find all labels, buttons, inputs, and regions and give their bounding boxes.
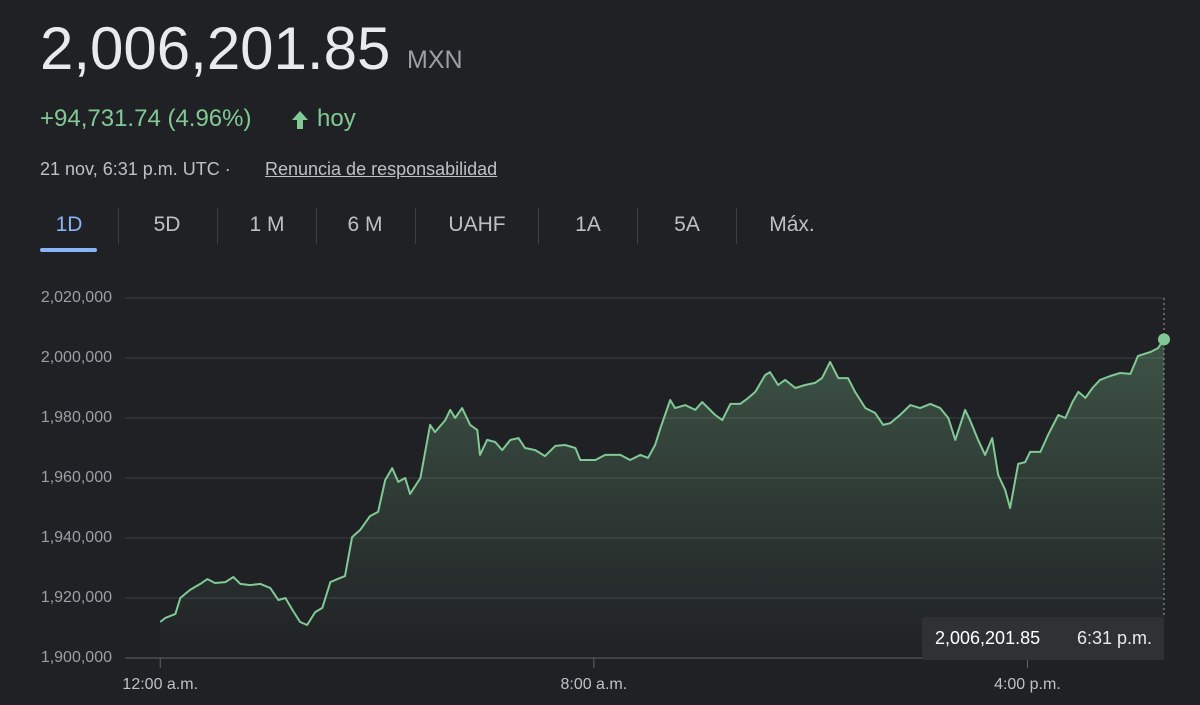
currency: MXN	[407, 46, 463, 74]
tab-separator	[415, 208, 416, 244]
y-tick-label: 1,980,000	[41, 409, 112, 426]
price-line	[159, 338, 1165, 626]
end-point	[1158, 333, 1170, 346]
area	[160, 339, 1164, 658]
range-tab[interactable]: 6 M	[347, 213, 383, 236]
tab-underline	[40, 248, 97, 252]
y-tick-label: 1,940,000	[41, 529, 112, 546]
tab-separator	[316, 208, 317, 244]
disclaimer-link[interactable]: Renuncia de responsabilidad	[265, 159, 498, 179]
y-tick-label: 1,960,000	[41, 469, 112, 486]
y-tick-label: 2,000,000	[41, 349, 112, 366]
tooltip-time: 6:31 p.m.	[1077, 628, 1152, 648]
timestamp: 21 nov, 6:31 p.m. UTC ·	[40, 159, 231, 179]
range-tab[interactable]: 5A	[674, 213, 700, 236]
tab-separator	[217, 208, 218, 244]
change: +94,731.74 (4.96%)	[40, 105, 252, 132]
tooltip-value: 2,006,201.85	[935, 628, 1040, 648]
range-tab[interactable]: 1D	[55, 213, 83, 236]
range-tab[interactable]: UAHF	[448, 213, 506, 236]
x-tick-label: 4:00 p.m.	[994, 676, 1061, 693]
x-tick-label: 8:00 a.m.	[560, 676, 627, 693]
y-tick-label: 1,920,000	[41, 589, 112, 606]
range-tab[interactable]: 5D	[153, 213, 181, 236]
tab-separator	[118, 208, 119, 244]
range-tab[interactable]: 1A	[575, 213, 601, 236]
tooltip-box	[922, 617, 1164, 660]
price: 2,006,201.85	[40, 15, 391, 82]
range-tab[interactable]: Máx.	[769, 213, 815, 236]
range-tab[interactable]: 1 M	[249, 213, 285, 236]
y-tick-label: 1,900,000	[41, 649, 112, 666]
tab-separator	[538, 208, 539, 244]
y-tick-label: 2,020,000	[41, 289, 112, 306]
up-arrow	[292, 111, 308, 129]
tab-separator	[637, 208, 638, 244]
tab-separator	[736, 208, 737, 244]
x-tick-label: 12:00 a.m.	[122, 676, 198, 693]
period: hoy	[317, 105, 356, 132]
